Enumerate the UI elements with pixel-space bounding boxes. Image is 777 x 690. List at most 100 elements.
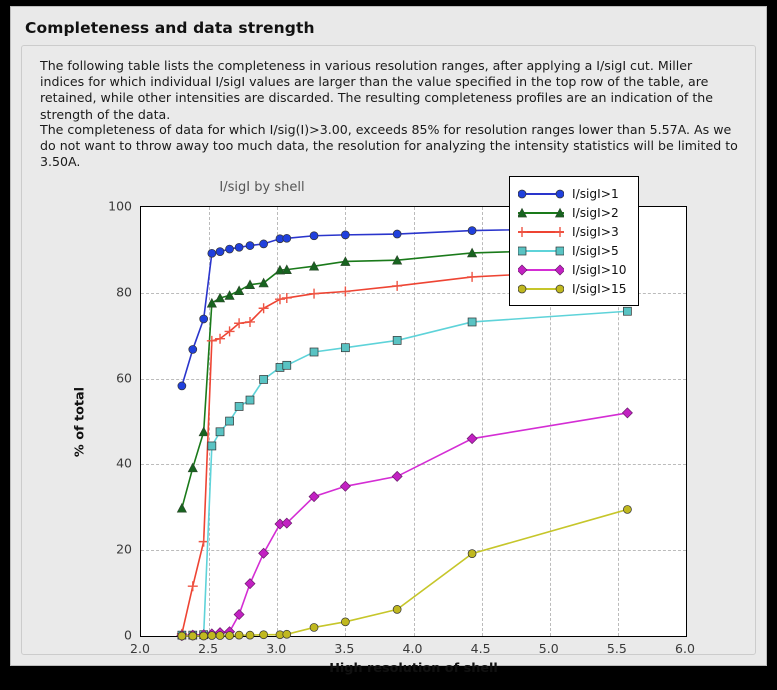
- data-point: [176, 502, 187, 513]
- completeness-chart: I/sigI by shell 2.0 2.5 3.0 3.5 4.0 4.5 5.0 5.5…: [22, 166, 757, 676]
- data-point: [621, 407, 633, 419]
- data-point: [224, 290, 235, 300]
- series-2: [176, 242, 633, 513]
- data-point: [199, 631, 209, 641]
- y-tick-label: 60: [116, 370, 132, 386]
- data-point: [391, 470, 403, 482]
- series-line: [181, 508, 628, 637]
- chart-title: I/sigI by shell: [219, 180, 305, 195]
- x-tick-label: 5.0: [538, 641, 559, 656]
- series-6: [177, 505, 632, 641]
- data-point: [339, 480, 351, 492]
- data-point: [206, 297, 217, 308]
- x-tick-label: 4.5: [470, 641, 491, 656]
- data-point: [341, 617, 350, 627]
- legend-item-6[interactable]: I/sigI>15: [518, 279, 630, 298]
- legend-label: I/sigI>5: [572, 243, 619, 258]
- gridline-vertical: [549, 207, 551, 636]
- legend-label: I/sigI>10: [572, 262, 627, 277]
- data-point: [215, 427, 225, 437]
- gridline-vertical: [209, 207, 211, 636]
- data-point: [207, 441, 217, 451]
- data-point: [309, 231, 319, 241]
- data-point: [623, 505, 632, 514]
- legend-item-5[interactable]: I/sigI>10: [518, 260, 630, 279]
- legend-item-4[interactable]: I/sigI>5: [518, 241, 630, 260]
- legend-item-3[interactable]: I/sigI>3: [518, 222, 630, 241]
- data-point: [340, 256, 351, 266]
- data-point: [188, 631, 198, 641]
- data-point: [244, 578, 256, 590]
- page-title: Completeness and data strength: [25, 19, 315, 37]
- legend-swatch: [518, 206, 564, 220]
- data-point: [207, 248, 217, 258]
- series-3: [176, 263, 633, 639]
- data-point: [623, 306, 632, 316]
- series-line: [181, 247, 628, 509]
- series-layer: [176, 223, 633, 642]
- y-axis-title: % of total: [72, 386, 88, 458]
- data-point: [274, 294, 285, 305]
- data-point: [215, 333, 226, 344]
- data-point: [259, 239, 268, 249]
- gridline-vertical: [481, 207, 483, 636]
- series-line: [181, 310, 628, 636]
- legend-item-1[interactable]: I/sigI>1: [518, 184, 630, 203]
- data-point: [245, 630, 255, 640]
- series-line: [181, 226, 628, 387]
- data-point: [187, 462, 198, 473]
- data-point: [309, 623, 319, 632]
- description-paragraph-2: The completeness of data for which I/sig…: [40, 122, 738, 170]
- series-4: [177, 306, 632, 640]
- legend-swatch: [518, 225, 564, 239]
- x-tick-label: 2.0: [130, 641, 150, 656]
- legend-label: I/sigI>1: [572, 186, 619, 201]
- data-point: [467, 317, 477, 327]
- plus-marker-icon: [518, 226, 564, 237]
- diamond-marker-icon: [518, 264, 564, 275]
- data-point: [308, 491, 320, 503]
- data-point: [282, 629, 292, 639]
- data-point: [234, 318, 245, 329]
- data-point: [234, 285, 245, 296]
- data-point: [392, 229, 402, 239]
- data-point: [233, 609, 245, 621]
- data-point: [282, 360, 292, 370]
- legend-item-2[interactable]: I/sigI>2: [518, 203, 630, 222]
- data-point: [177, 381, 187, 391]
- y-tick-label: 40: [116, 455, 132, 471]
- data-point: [206, 335, 217, 346]
- x-tick-label: 3.5: [334, 641, 355, 656]
- data-point: [274, 264, 286, 275]
- x-tick-label: 6.0: [675, 641, 695, 656]
- data-point: [467, 247, 478, 258]
- legend-label: I/sigI>3: [572, 224, 619, 239]
- data-point: [392, 336, 402, 345]
- data-point: [258, 547, 270, 559]
- data-point: [281, 292, 292, 303]
- data-point: [207, 631, 217, 640]
- circle-marker-icon: [518, 189, 564, 198]
- data-point: [225, 416, 234, 426]
- data-point: [309, 347, 319, 357]
- x-tick-label: 4.0: [402, 641, 423, 656]
- data-point: [215, 631, 225, 640]
- gridline-vertical: [277, 207, 279, 636]
- data-point: [215, 247, 225, 256]
- data-point: [177, 631, 187, 641]
- data-point: [258, 303, 269, 314]
- data-point: [188, 345, 198, 354]
- y-tick-label: 100: [108, 198, 132, 214]
- data-point: [281, 264, 292, 274]
- data-point: [309, 288, 320, 299]
- data-point: [392, 254, 403, 265]
- description-paragraph-1: The following table lists the completene…: [40, 58, 714, 122]
- legend-swatch: [518, 282, 564, 296]
- series-5: [176, 407, 633, 642]
- gridline-vertical: [617, 207, 619, 636]
- square-marker-icon: [518, 246, 564, 255]
- data-point: [234, 402, 244, 411]
- gridline-vertical: [413, 207, 415, 636]
- data-point: [392, 280, 403, 291]
